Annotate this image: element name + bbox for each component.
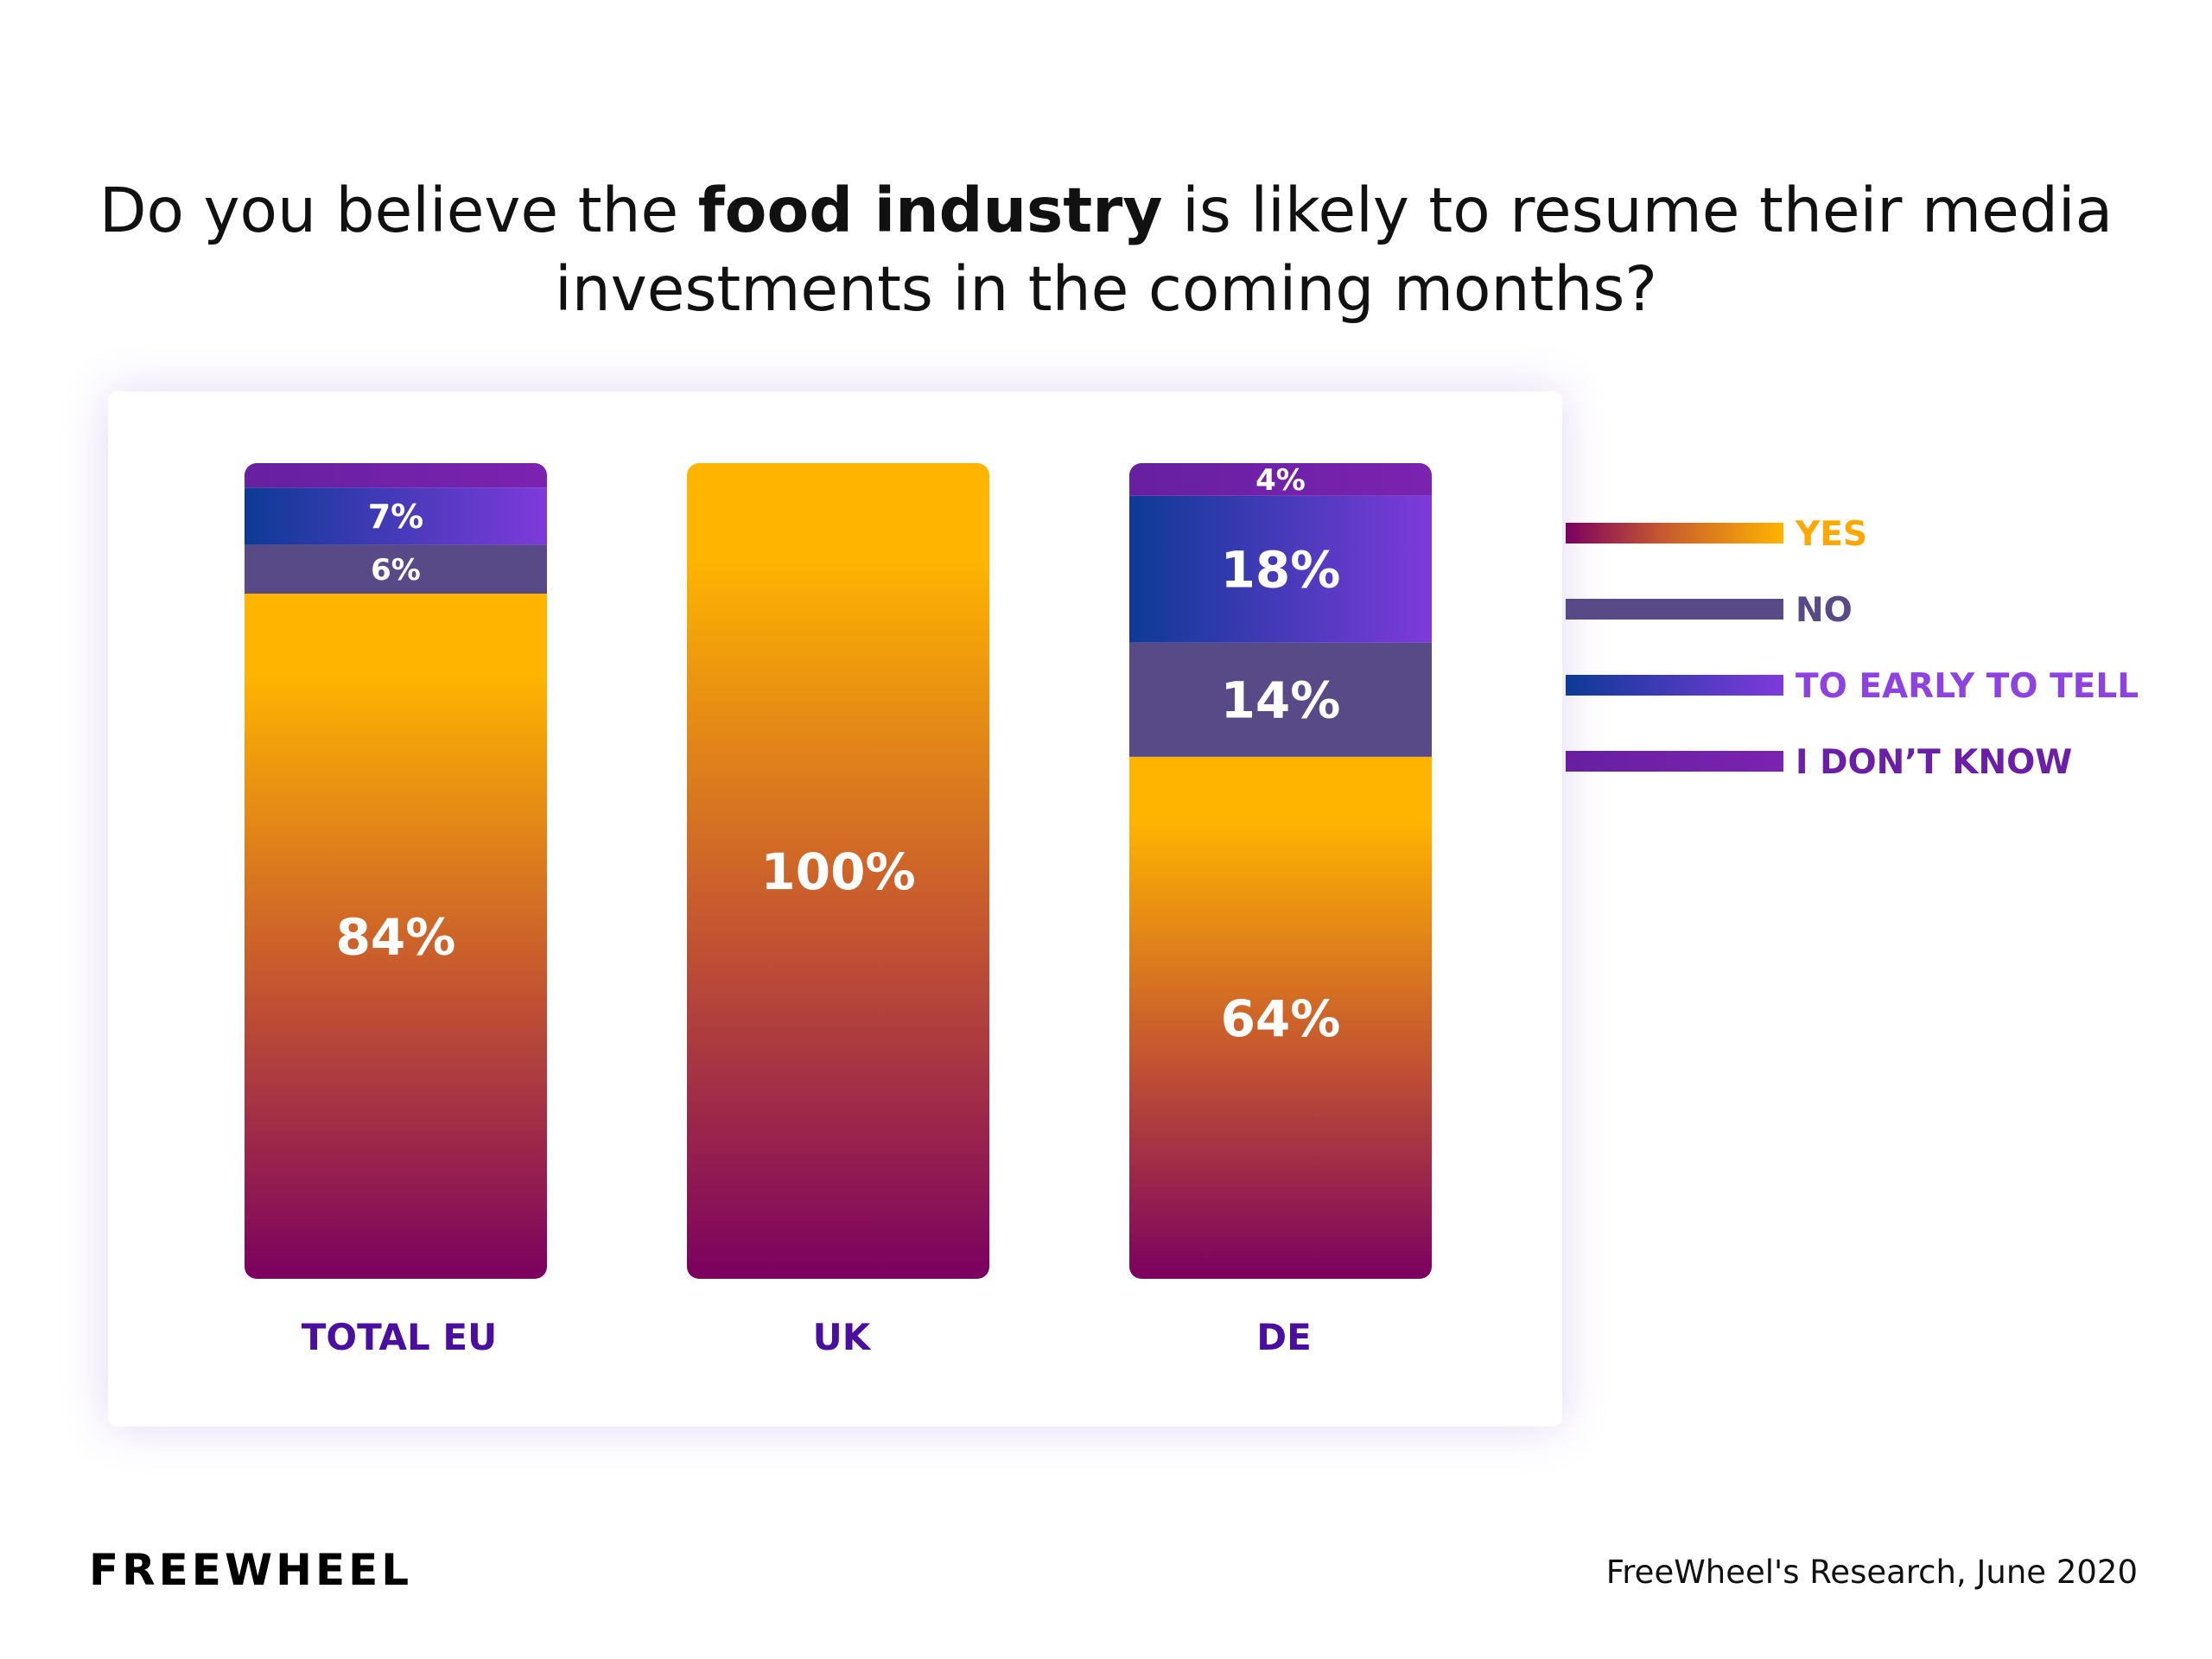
bar-segment-uk-yes: [687, 463, 989, 1279]
bar-segment-total-eu-early: [245, 487, 547, 545]
data-labels-layer: 84% 6% 7% 100% 64% 14% 18% 4%: [336, 463, 1341, 1048]
legend-swatch-yes: [1566, 523, 1783, 543]
bar-segment-total-eu-dontknow: [245, 463, 547, 488]
data-label-de-dontknow: 4%: [1255, 463, 1306, 498]
bar-de: [1129, 463, 1432, 1279]
bar-uk: [687, 463, 989, 1279]
legend-label-yes: YES: [1795, 515, 1867, 554]
category-label-de: DE: [1256, 1316, 1312, 1358]
legend-label-no: NO: [1796, 591, 1853, 630]
title-text-bold: food industry: [697, 174, 1163, 246]
legend-swatch-no: [1566, 599, 1783, 620]
data-label-total-eu-yes: 84%: [336, 907, 456, 966]
data-label-de-no: 14%: [1221, 671, 1341, 730]
legend-label-dontknow: I DON’T KNOW: [1796, 743, 2072, 782]
category-label-uk: UK: [813, 1316, 872, 1358]
legend-swatch-early: [1566, 675, 1783, 696]
bar-segment-de-no: [1129, 642, 1432, 757]
data-label-de-yes: 64%: [1221, 989, 1341, 1048]
category-labels-layer: TOTAL EU UK DE: [302, 1316, 1312, 1358]
data-label-total-eu-early: 7%: [368, 498, 424, 536]
category-label-total-eu: TOTAL EU: [302, 1316, 497, 1358]
source-note: FreeWheel's Research, June 2020: [1605, 1554, 2138, 1591]
data-label-de-early: 18%: [1221, 541, 1341, 600]
bar-segment-de-yes: [1129, 756, 1432, 1279]
title-text-after: is likely to resume their media investme…: [555, 174, 2113, 325]
legend-label-early: TO EARLY TO TELL: [1796, 667, 2139, 706]
title-text-before: Do you believe the: [99, 174, 698, 246]
bars-layer: [245, 463, 1432, 1279]
chart-title: Do you believe the food industry is like…: [0, 171, 2212, 328]
bar-segment-de-early: [1129, 495, 1432, 643]
legend: YES NO TO EARLY TO TELL I DON’T KNOW: [1566, 515, 2139, 782]
bar-total-eu: [245, 463, 547, 1279]
freewheel-logo: FREEWHEEL: [89, 1545, 413, 1595]
bar-segment-total-eu-no: [245, 544, 547, 594]
bar-segment-de-dontknow: [1129, 463, 1432, 496]
data-label-total-eu-no: 6%: [371, 553, 421, 588]
data-label-uk-yes: 100%: [760, 842, 915, 901]
legend-swatch-dontknow: [1566, 751, 1783, 772]
bar-segment-total-eu-yes: [245, 594, 547, 1279]
